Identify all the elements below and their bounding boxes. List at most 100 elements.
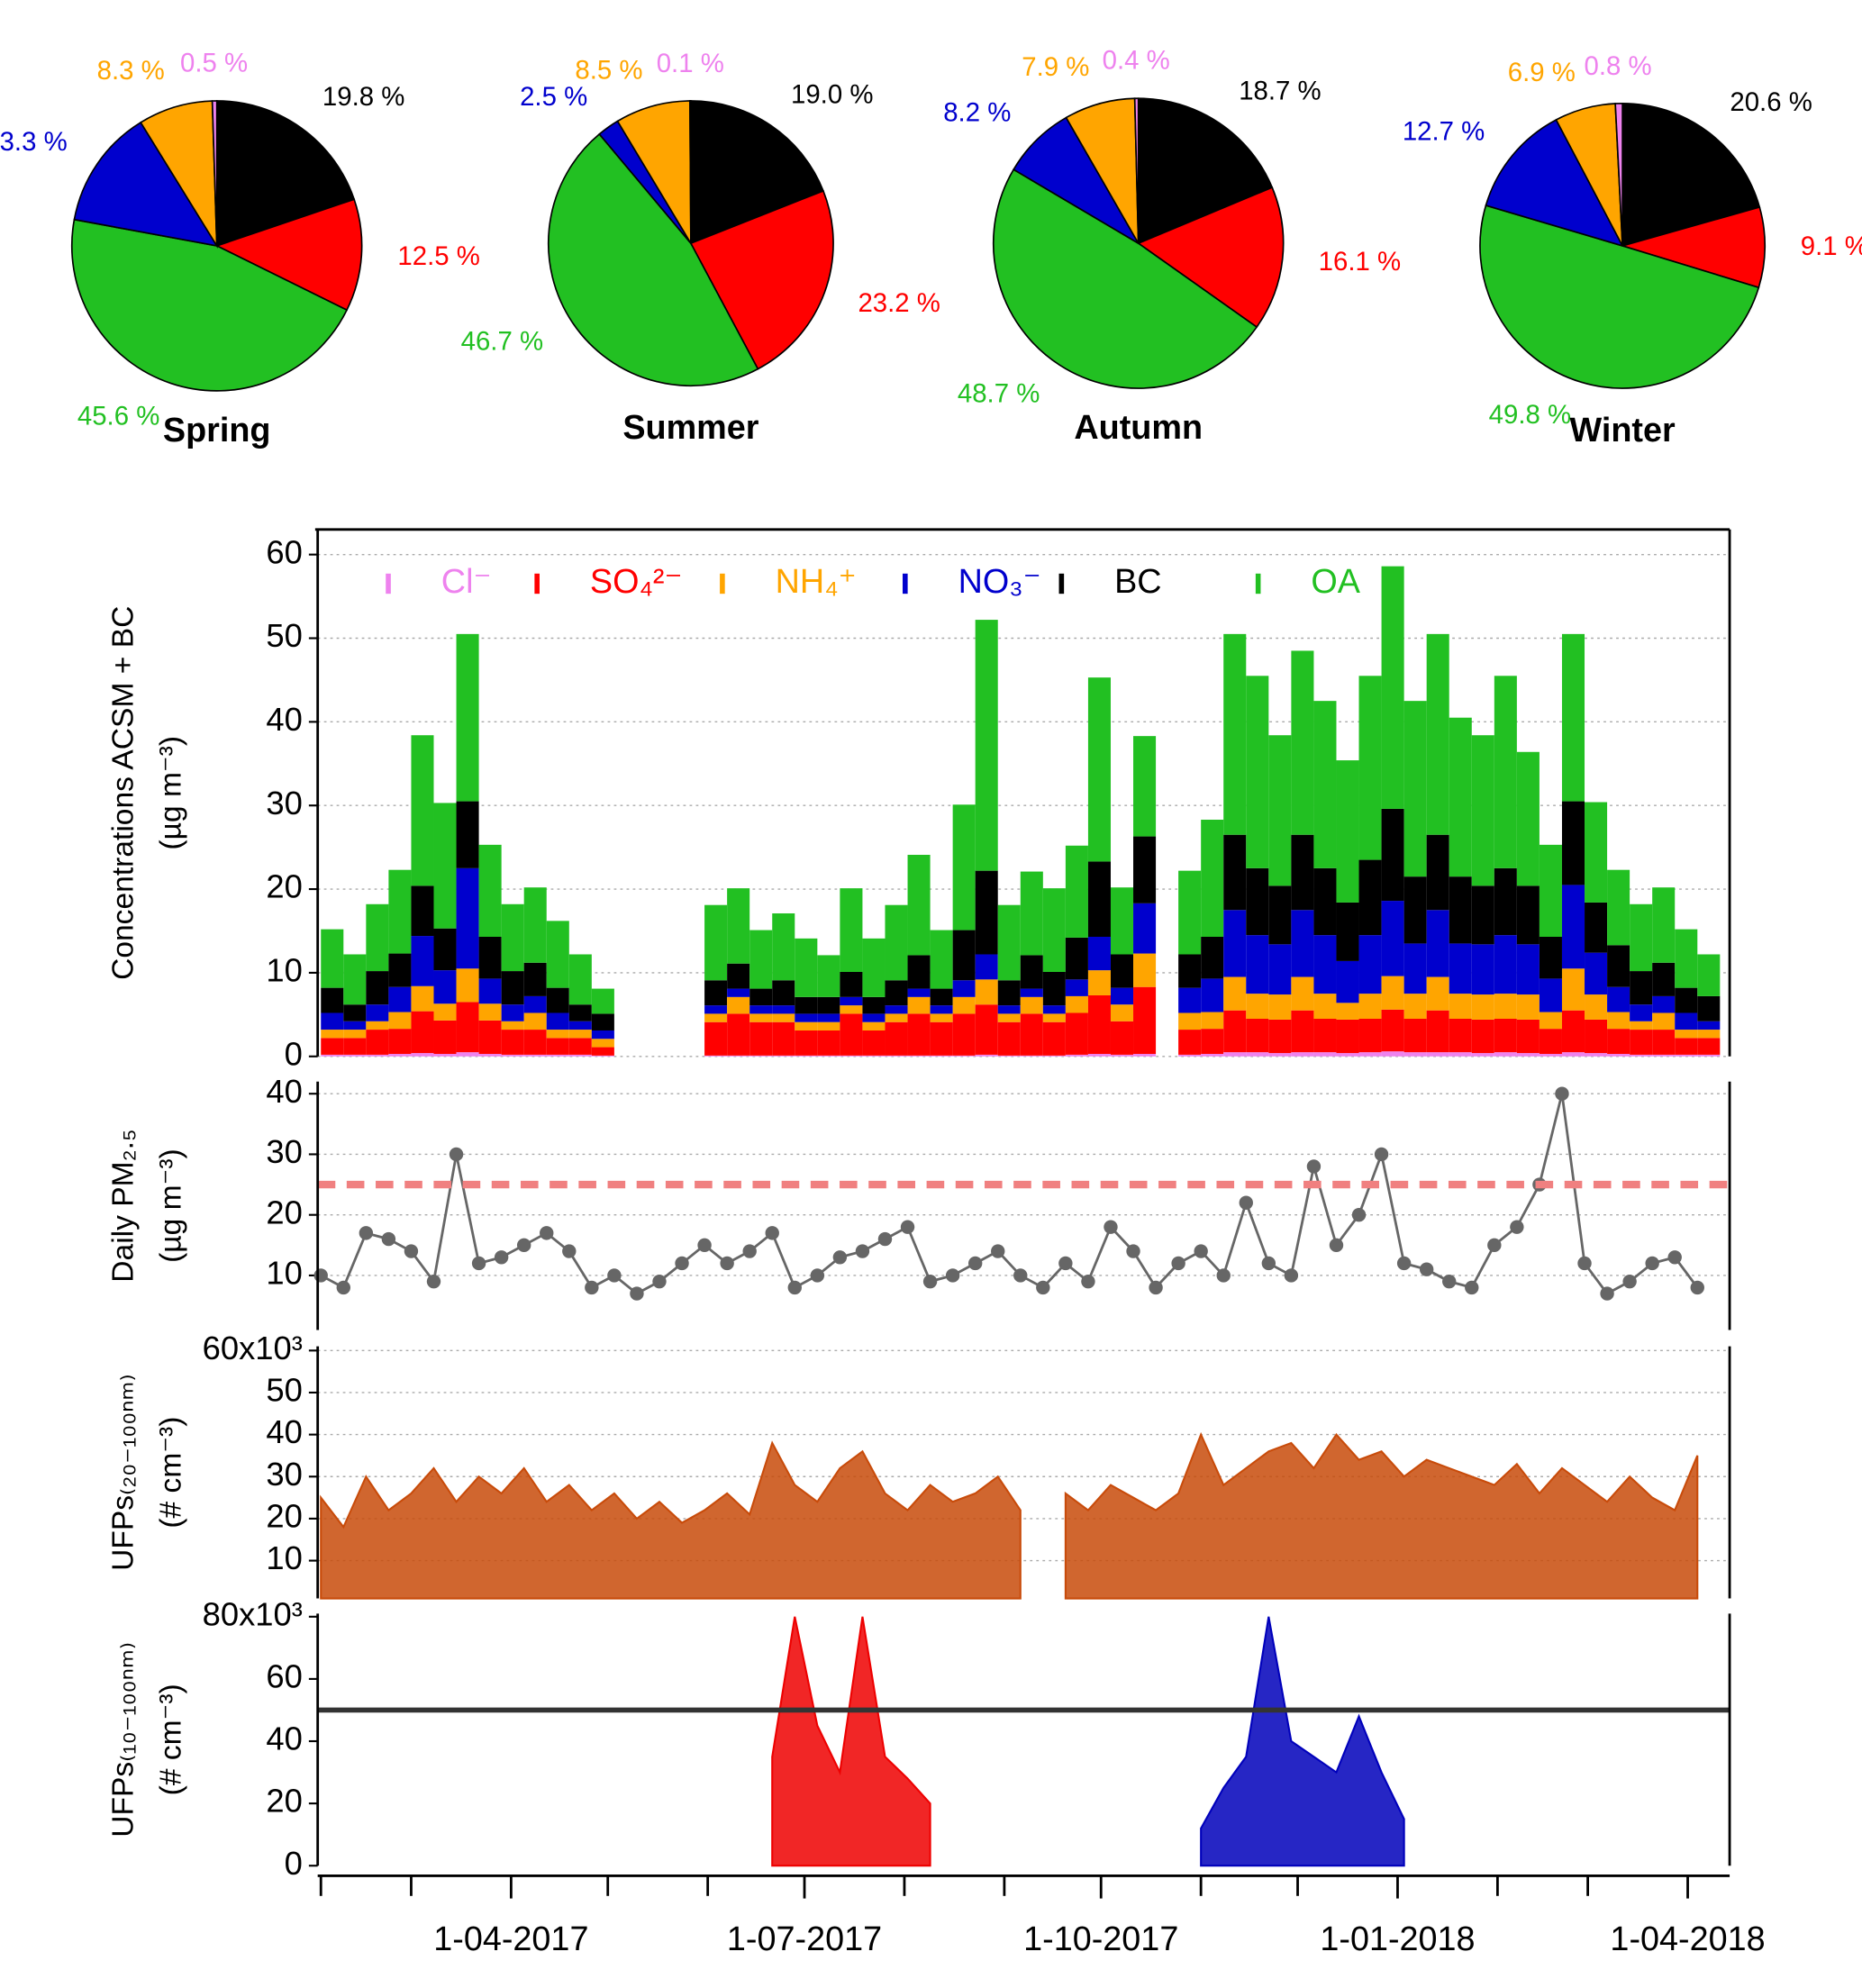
bar-segment	[862, 1030, 886, 1056]
bar-segment	[840, 1055, 863, 1057]
bar-segment	[930, 988, 953, 1006]
bar-segment	[1291, 910, 1314, 977]
bar-segment	[749, 1013, 773, 1022]
bar-segment	[862, 1013, 886, 1022]
y-tick-label: 0	[285, 1845, 303, 1882]
y-tick-label: 50	[266, 1372, 302, 1409]
data-point	[1667, 1250, 1682, 1265]
legend-marker	[720, 573, 725, 595]
bar-segment	[1585, 994, 1608, 1020]
bar-segment	[411, 936, 434, 986]
bar-segment	[478, 978, 502, 1004]
bar-segment	[1268, 944, 1292, 995]
data-point	[855, 1244, 870, 1258]
pie-title: Spring	[163, 412, 271, 449]
bar-segment	[1291, 1010, 1314, 1053]
data-line	[320, 1093, 1699, 1295]
data-point	[607, 1268, 622, 1283]
bar-segment	[343, 1038, 367, 1055]
bar-segment	[1020, 871, 1043, 956]
bar-segment	[1065, 995, 1088, 1013]
bar-segment	[1652, 1054, 1676, 1057]
bar-segment	[975, 979, 998, 1005]
bar-segment	[1291, 1052, 1314, 1057]
pie-slice	[214, 198, 363, 312]
bar-segment	[1336, 1053, 1359, 1057]
y-tick-label: 30	[266, 1133, 302, 1170]
legend-label: SO₄²⁻	[590, 563, 682, 601]
bar-segment	[388, 986, 412, 1012]
bar-segment	[1313, 1052, 1337, 1057]
bar-segment	[1494, 994, 1517, 1019]
bar-segment	[772, 1021, 795, 1056]
bar-segment	[1223, 1052, 1247, 1057]
bar-segment	[1539, 1053, 1562, 1057]
bar-segment	[1020, 1013, 1043, 1056]
bar-segment	[795, 1021, 818, 1030]
bar-segment	[1652, 962, 1676, 996]
bar-segment	[907, 955, 931, 989]
data-point	[900, 1220, 915, 1234]
bar-segment	[1471, 994, 1494, 1020]
bar-segment	[1675, 987, 1698, 1013]
bar-segment	[704, 1005, 728, 1014]
bar-segment	[456, 1052, 479, 1057]
bar-segment	[1471, 735, 1494, 886]
slice-label: 0.4 %	[1103, 46, 1170, 76]
bar-segment	[1042, 1055, 1066, 1057]
pie-slice	[1621, 102, 1761, 248]
y-tick-label: 40	[266, 1720, 302, 1757]
bar-segment	[388, 869, 412, 954]
bar-segment	[591, 1030, 614, 1039]
pie-slice	[992, 168, 1258, 389]
bar-segment	[433, 970, 457, 1004]
data-point	[359, 1226, 374, 1240]
bar-segment	[568, 1030, 592, 1039]
data-point	[471, 1256, 486, 1271]
bar-segment	[817, 1030, 840, 1056]
bar-segment	[1539, 844, 1562, 937]
bar-segment	[930, 930, 953, 989]
bar-segment	[840, 971, 863, 997]
bar-segment	[433, 1053, 457, 1057]
bar-segment	[568, 1054, 592, 1057]
bar-segment	[772, 1013, 795, 1022]
bar-segment	[997, 1013, 1021, 1022]
bar-segment	[1607, 1029, 1630, 1054]
bar-segment	[1223, 834, 1247, 911]
data-point	[1374, 1147, 1389, 1162]
bar-segment	[1110, 1004, 1134, 1021]
bar-segment	[1087, 861, 1111, 937]
data-point	[675, 1256, 689, 1271]
bar-segment	[1403, 994, 1427, 1019]
bar-segment	[523, 995, 547, 1013]
bar-segment	[1358, 935, 1382, 994]
bar-segment	[1381, 901, 1404, 976]
slice-label: 19.8 %	[322, 82, 404, 112]
bar-segment	[885, 1055, 908, 1057]
bar-segment	[1471, 1019, 1494, 1054]
bar-segment	[817, 1013, 840, 1022]
data-area	[771, 1616, 931, 1867]
bar-segment	[727, 988, 750, 997]
bar-segment	[411, 1011, 434, 1054]
y-tick-label: 20	[266, 868, 302, 905]
bar-segment	[1133, 736, 1157, 837]
bar-segment	[975, 954, 998, 980]
y-tick-label: 30	[266, 785, 302, 822]
bar-segment	[1246, 676, 1269, 868]
bar-segment	[1268, 735, 1292, 886]
bar-segment	[749, 930, 773, 989]
bar-segment	[975, 1004, 998, 1055]
data-point	[945, 1268, 960, 1283]
bar-segment	[1291, 650, 1314, 835]
bar-segment	[1133, 903, 1157, 954]
bar-segment	[1449, 1018, 1472, 1053]
data-point	[1239, 1195, 1253, 1210]
bar-segment	[568, 1004, 592, 1021]
bar-segment	[1494, 1018, 1517, 1053]
slice-label: 0.1 %	[657, 49, 724, 78]
bar-segment	[817, 955, 840, 997]
data-point	[1645, 1256, 1659, 1271]
bar-segment	[546, 1012, 569, 1030]
